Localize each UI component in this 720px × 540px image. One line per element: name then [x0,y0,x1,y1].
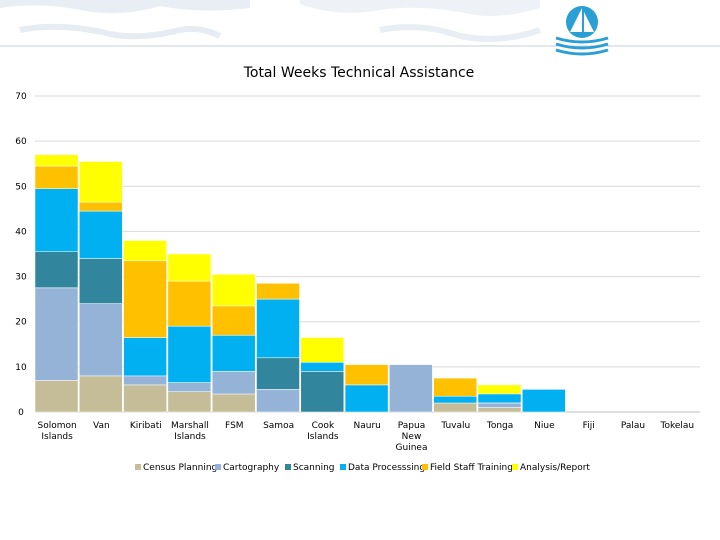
bar-segment [123,384,167,413]
x-category-label: Palau [621,421,645,431]
x-category-label: Kiribati [130,421,162,431]
bar-segment [34,188,79,252]
bar-segment [477,407,522,413]
bar-segment [34,380,79,413]
bars [34,154,566,413]
y-tick-label: 60 [15,137,27,147]
x-category-label: Niue [534,421,555,431]
y-tick-label: 50 [15,182,27,192]
legend-swatch [215,464,221,470]
organization-logo [555,6,609,56]
legend-item: Cartography [215,463,280,473]
bar-segment [79,258,123,304]
bar-segment [300,371,345,413]
y-tick-label: 30 [15,273,27,283]
bar-segment [167,382,212,392]
bar-segment [256,298,300,359]
legend: Census Planning Cartography Scanning Data P… [135,463,590,473]
legend-swatch [285,464,291,470]
bar-segment [79,375,123,413]
bar-segment [34,154,79,167]
bar-segment [123,260,167,338]
bar-segment [123,337,167,377]
legend-item: Field Staff Training [422,463,513,473]
bar-segment [79,201,123,212]
legend-label: Census Planning [143,463,217,473]
legend-label: Scanning [293,463,335,473]
gridlines [35,95,700,413]
bar-segment [167,280,212,327]
bar-segment [211,371,256,395]
bar-segment [344,384,389,413]
legend-item: Data Processsing [340,463,425,473]
world-map-banner [0,0,720,60]
legend-swatch [135,464,141,470]
bar-segment [433,377,477,397]
legend-item: Census Planning [135,463,217,473]
x-category-label: Marshall Islands [171,421,209,442]
bar-segment [79,210,123,259]
bar-segment [389,364,433,413]
x-category-label: FSM [225,421,244,431]
legend-label: Data Processsing [348,463,425,473]
bar-segment [79,303,123,377]
y-axis-ticks: 0 10 20 30 40 50 60 70 [15,92,27,418]
y-tick-label: 70 [15,92,27,102]
bar-segment [34,287,79,381]
bar-segment [300,362,345,372]
legend-swatch [512,464,518,470]
bar-segment [256,357,300,390]
chart-title: Total Weeks Technical Assistance [243,65,475,81]
bar-segment [477,402,522,408]
x-category-label: Van [93,421,110,431]
y-tick-label: 40 [15,227,27,237]
legend-label: Cartography [223,463,280,473]
legend-item: Analysis/Report [512,463,590,473]
bar-segment [522,389,566,413]
x-category-label: Tokelau [659,421,694,431]
y-tick-label: 0 [18,408,24,418]
x-category-label: Solomon Islands [37,421,76,442]
bar-segment [123,240,167,262]
bar-segment [211,393,256,413]
x-category-label: Tonga [486,421,513,431]
x-category-label: Samoa [263,421,294,431]
bar-segment [34,165,79,189]
bar-segment [477,384,522,395]
legend-swatch [340,464,346,470]
bar-segment [123,375,167,386]
x-category-label: Papua New Guinea [396,421,428,453]
bar-segment [34,251,79,289]
bar-segment [477,393,522,404]
bar-segment [211,335,256,372]
y-tick-label: 20 [15,318,27,328]
legend-label: Analysis/Report [520,463,590,473]
bar-segment [344,364,389,386]
bar-segment [211,274,256,307]
legend-item: Scanning [285,463,335,473]
x-category-label: Tuvalu [440,421,470,431]
x-category-label: Nauru [354,421,381,431]
legend-swatch [422,464,428,470]
bar-segment [79,161,123,203]
bar-segment [211,305,256,336]
y-tick-label: 10 [15,363,27,373]
x-axis-categories: Solomon Islands Van Kiribati Marshall Islands… [37,421,694,453]
bar-segment [167,391,212,413]
x-category-label: Fiji [583,421,595,431]
bar-segment [256,283,300,300]
x-category-label: Cook Islands [307,421,339,442]
bar-segment [300,337,345,363]
bar-segment [433,395,477,404]
legend-label: Field Staff Training [430,463,513,473]
bar-segment [167,253,212,282]
bar-segment [256,389,300,413]
bar-segment [167,325,212,383]
bar-segment [433,402,477,413]
